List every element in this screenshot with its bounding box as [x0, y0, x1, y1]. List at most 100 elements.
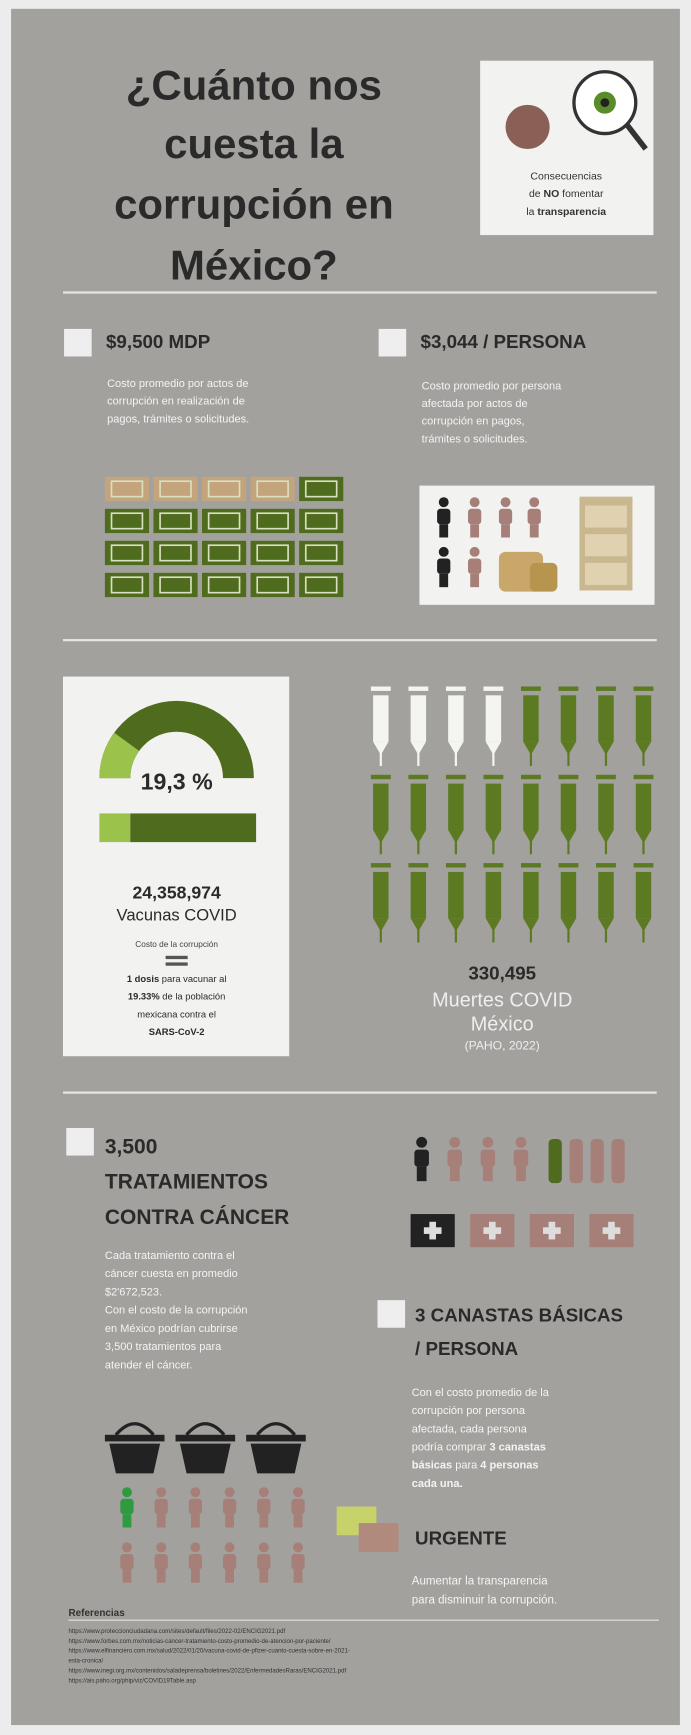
body: [468, 558, 481, 573]
plunger: [371, 775, 391, 779]
pill: [591, 1139, 604, 1183]
bill: [153, 509, 197, 533]
text: Muertes COVID: [432, 989, 572, 1011]
needle: [567, 841, 569, 854]
text-run: afectada, cada persona: [412, 1423, 528, 1435]
page: ¿Cuánto noscuesta lacorrupción enMéxico?…: [0, 0, 691, 1735]
text-run: Con el costo promedio de la: [412, 1387, 550, 1399]
head: [449, 1137, 460, 1148]
bill: [299, 477, 343, 501]
body: [257, 1499, 270, 1514]
text-run: la: [526, 207, 537, 218]
plunger: [634, 775, 654, 779]
text-line: corrupción por persona: [412, 1405, 526, 1417]
file-cabinet: [579, 497, 632, 591]
body: [189, 1499, 202, 1514]
bill: [299, 541, 343, 565]
reference: https://www.forbes.com.mx/noticias-cance…: [68, 1639, 330, 1645]
plunger: [483, 863, 503, 867]
legs: [417, 1167, 427, 1182]
text-line: Aumentar la transparencia: [412, 1576, 548, 1588]
legs: [259, 1514, 268, 1527]
reference: https://www.elfinanciero.com.mx/salud/20…: [68, 1649, 349, 1655]
text-run: 3 canastas: [489, 1441, 545, 1453]
text-line: la transparencia: [526, 207, 606, 218]
needle: [567, 753, 569, 766]
plunger: [559, 686, 579, 690]
head: [501, 497, 511, 507]
body: [257, 1554, 270, 1569]
text-run: atender el cáncer.: [105, 1359, 193, 1371]
head: [293, 1487, 303, 1497]
bill: [153, 573, 197, 597]
infographic: ¿Cuánto noscuesta lacorrupción enMéxico?…: [0, 0, 691, 1735]
head: [156, 1542, 166, 1552]
needle: [567, 929, 569, 942]
reference: https://ais.paho.org/phip/viz/COVID19Tab…: [68, 1679, 196, 1685]
bill: [202, 541, 246, 565]
body: [291, 1499, 304, 1514]
needle: [605, 929, 607, 942]
plunger: [634, 863, 654, 867]
legs: [439, 574, 448, 587]
kit: [589, 1214, 633, 1247]
text-line: Con el costo promedio de la: [412, 1387, 550, 1399]
bill: [202, 477, 246, 501]
kit: [411, 1214, 455, 1247]
text: Vacunas COVID: [117, 905, 237, 924]
text-run: en México podrían cubrirse: [105, 1323, 238, 1335]
legs: [157, 1514, 166, 1527]
bill: [299, 509, 343, 533]
barrel: [373, 872, 388, 918]
text-run: fomentar: [559, 189, 604, 200]
plunger: [559, 775, 579, 779]
text: México: [471, 1014, 534, 1036]
text-run: cáncer cuesta en promedio: [105, 1268, 238, 1280]
pill: [611, 1139, 624, 1183]
head: [225, 1542, 235, 1552]
text-line: básicas para 4 personas: [412, 1460, 539, 1472]
barrel: [636, 784, 651, 830]
legs: [439, 524, 448, 537]
title: corrupción en: [114, 181, 394, 228]
heading: CONTRA CÁNCER: [105, 1206, 289, 1229]
legs: [294, 1514, 303, 1527]
needle: [605, 753, 607, 766]
barrel: [523, 695, 538, 741]
body: [468, 509, 481, 524]
body: [155, 1554, 168, 1569]
body: [437, 558, 450, 573]
head: [259, 1487, 269, 1497]
needle: [417, 753, 419, 766]
doc: [359, 1523, 399, 1552]
needle: [455, 753, 457, 766]
heading: $9,500 MDP: [106, 331, 210, 352]
text-line: Con el costo de la corrupción: [105, 1305, 248, 1317]
text-line: Costo promedio por persona: [422, 380, 562, 392]
head: [516, 1137, 527, 1148]
plunger: [371, 863, 391, 867]
text-line: afectada, cada persona: [412, 1423, 528, 1435]
legs: [191, 1569, 200, 1582]
bill: [251, 541, 295, 565]
barrel: [486, 784, 501, 830]
bill: [105, 477, 149, 501]
barrel: [598, 695, 613, 741]
bill: [251, 509, 295, 533]
text-line: pagos, trámites o solicitudes.: [107, 413, 249, 425]
bill: [202, 573, 246, 597]
text-run: trámites o solicitudes.: [422, 433, 528, 445]
head: [416, 1137, 427, 1148]
heading: 3 CANASTAS BÁSICAS: [415, 1305, 623, 1326]
basket-rim: [246, 1435, 306, 1442]
text-run: podría comprar: [412, 1441, 490, 1453]
text-run: corrupción en realización de: [107, 396, 245, 408]
text-line: $2'672,523.: [105, 1286, 162, 1298]
legs: [225, 1569, 234, 1582]
plunger: [446, 686, 466, 690]
pill: [549, 1139, 562, 1183]
text-line: corrupción en pagos,: [422, 416, 525, 428]
legs: [294, 1569, 303, 1582]
needle: [380, 929, 382, 942]
body: [223, 1499, 236, 1514]
